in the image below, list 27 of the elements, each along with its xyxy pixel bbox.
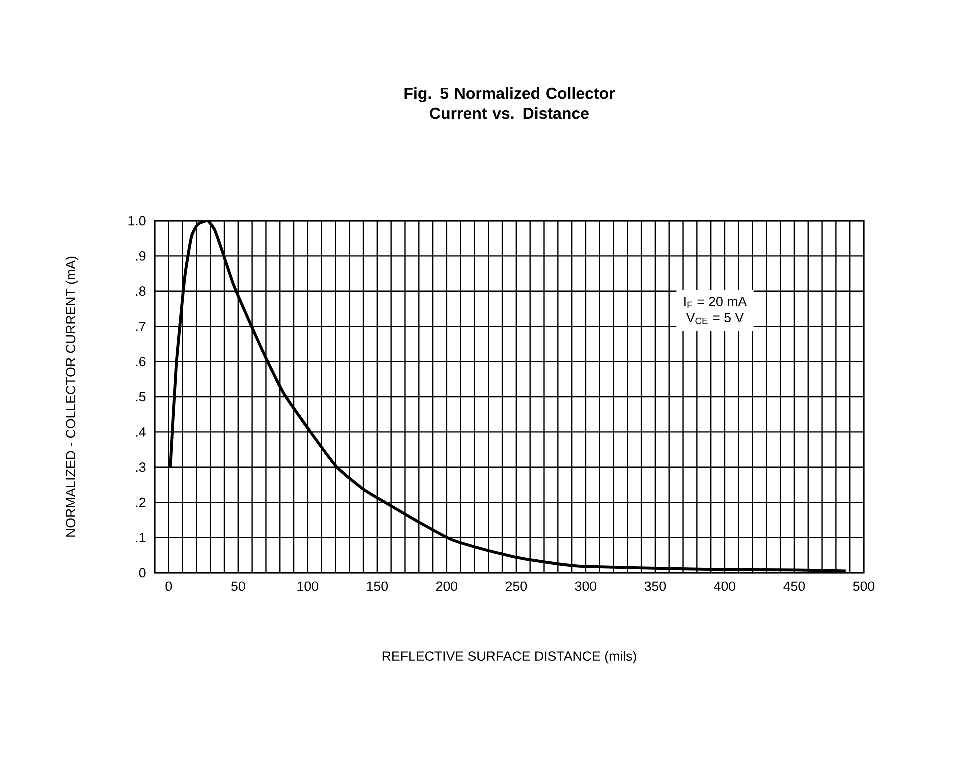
- y-tick-label: 0: [139, 568, 146, 578]
- x-tick-label: 300: [575, 582, 597, 592]
- y-tick-label: .9: [136, 251, 146, 261]
- y-tick-label: .5: [136, 392, 146, 402]
- annotation: I$_{F}$ = 20 mA: [684, 297, 748, 308]
- x-tick-label: 150: [367, 582, 388, 592]
- y-tick-label: .1: [136, 533, 146, 542]
- y-tick-label: .4: [136, 428, 146, 437]
- x-tick-label: 200: [436, 582, 458, 592]
- y-tick-label: .6: [136, 357, 146, 366]
- x-tick-label: 400: [714, 582, 736, 592]
- x-tick-label: 350: [644, 582, 666, 592]
- x-tick-label: 250: [506, 582, 528, 592]
- y-tick-label: .7: [136, 322, 146, 332]
- x-axis-title: REFLECTIVE SURFACE DISTANCE (mils): [382, 651, 636, 664]
- y-axis-title: NORMALIZED - COLLECTOR CURRENT (mA): [66, 256, 78, 537]
- x-tick-label: 100: [298, 582, 319, 592]
- y-tick-label: 1.0: [128, 216, 146, 226]
- x-tick-label: 0: [166, 582, 172, 592]
- x-tick-label: 450: [784, 582, 806, 592]
- chart-title: Fig. 5 Normalized Collector Current vs. Distance: [404, 87, 616, 120]
- annotation: V$_{CE}$ = 5 V: [686, 313, 744, 324]
- x-tick-label: 500: [853, 582, 875, 592]
- y-tick-label: .3: [136, 462, 146, 472]
- y-tick-label: .2: [136, 498, 146, 508]
- y-tick-label: .8: [136, 286, 146, 296]
- x-tick-label: 50: [232, 582, 246, 592]
